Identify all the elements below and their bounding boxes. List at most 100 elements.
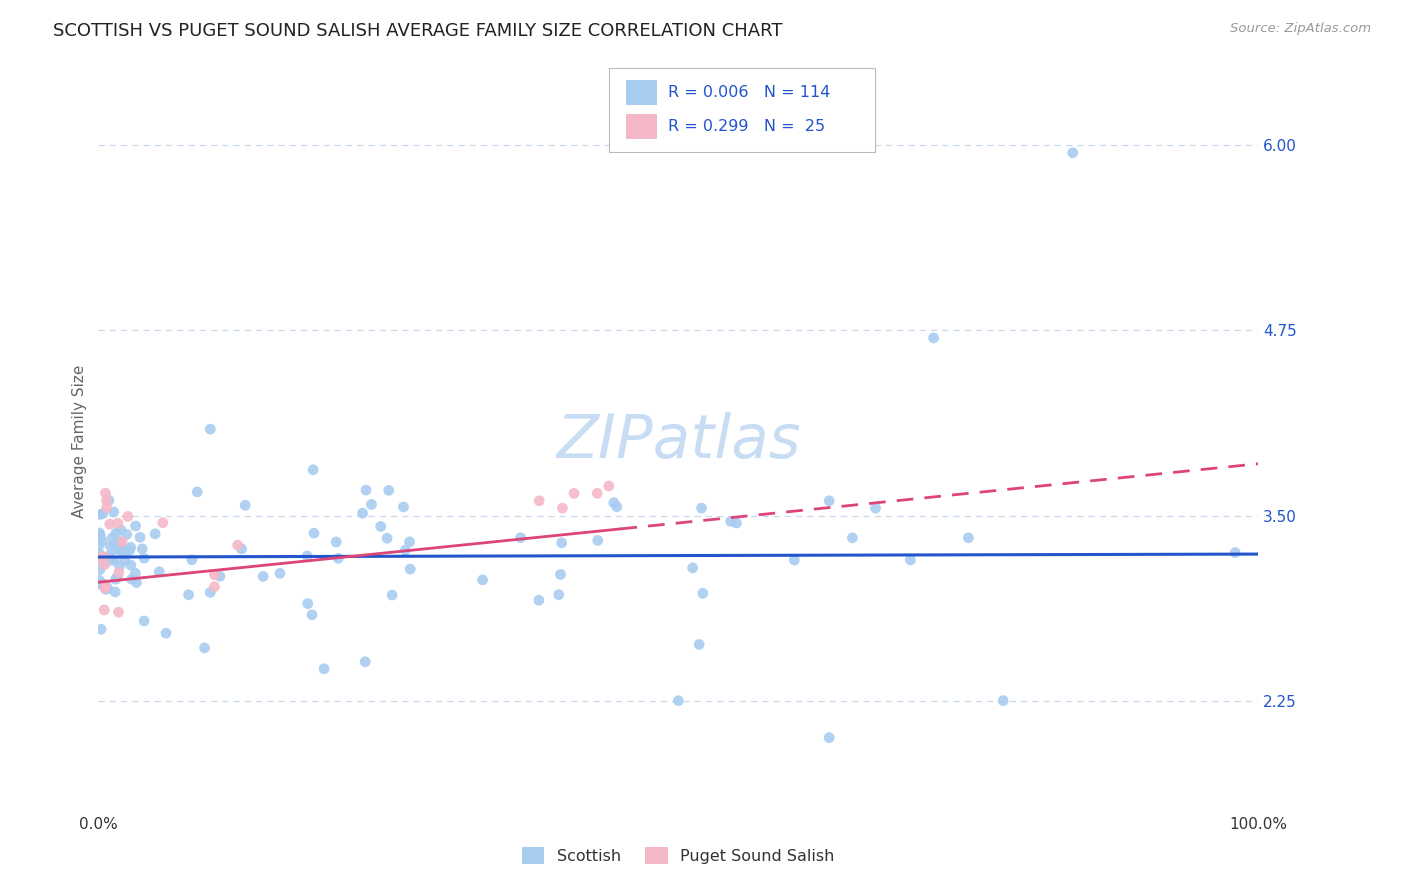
Point — [841, 531, 863, 545]
Point — [104, 538, 127, 552]
Point — [120, 558, 142, 573]
Point — [1223, 546, 1247, 560]
Point — [97, 582, 120, 596]
Point — [107, 605, 129, 619]
Point — [381, 588, 404, 602]
Point — [101, 531, 124, 545]
Point — [91, 507, 114, 521]
Text: R = 0.299   N =  25: R = 0.299 N = 25 — [668, 120, 825, 134]
Point — [100, 539, 122, 553]
Point — [96, 493, 118, 508]
Point — [720, 515, 742, 529]
Point — [603, 496, 626, 510]
Point — [152, 516, 174, 530]
Point — [89, 574, 111, 588]
Point — [93, 550, 115, 565]
Point — [550, 567, 572, 582]
Point — [131, 541, 153, 556]
Text: R = 0.006   N = 114: R = 0.006 N = 114 — [668, 86, 830, 100]
Point — [562, 486, 585, 500]
Point — [692, 586, 714, 600]
Point — [104, 526, 127, 541]
Point — [392, 500, 415, 514]
Point — [143, 527, 166, 541]
Point — [586, 486, 609, 500]
Point — [132, 614, 155, 628]
Point — [94, 579, 117, 593]
Point — [90, 551, 112, 566]
Point — [352, 506, 374, 520]
Point — [90, 577, 112, 591]
Point — [110, 523, 132, 537]
Point — [103, 553, 125, 567]
Point — [682, 561, 704, 575]
Point — [89, 528, 111, 542]
Point — [114, 547, 136, 561]
Point — [328, 551, 350, 566]
Point — [104, 585, 127, 599]
Text: ZIPatlas: ZIPatlas — [557, 412, 800, 471]
Point — [110, 534, 132, 549]
Point — [1062, 145, 1084, 160]
Point — [325, 535, 347, 549]
Text: SCOTTISH VS PUGET SOUND SALISH AVERAGE FAMILY SIZE CORRELATION CHART: SCOTTISH VS PUGET SOUND SALISH AVERAGE F… — [53, 22, 783, 40]
Point — [354, 655, 377, 669]
Point — [98, 517, 121, 532]
Point — [226, 538, 249, 552]
Point — [91, 553, 114, 567]
Point — [398, 535, 420, 549]
Point — [115, 527, 138, 541]
Point — [394, 543, 416, 558]
Point — [90, 550, 112, 565]
Point — [360, 497, 382, 511]
Point — [547, 588, 569, 602]
Point — [89, 576, 111, 591]
Point — [551, 501, 574, 516]
Point — [375, 531, 398, 545]
Point — [297, 597, 319, 611]
Point — [295, 549, 318, 563]
Legend: Scottish, Puget Sound Salish: Scottish, Puget Sound Salish — [516, 841, 841, 871]
Point — [96, 500, 118, 515]
Point — [121, 572, 143, 586]
Point — [93, 603, 115, 617]
Point — [97, 493, 120, 508]
Point — [186, 484, 208, 499]
Point — [94, 552, 117, 566]
Point — [89, 547, 111, 561]
Point — [302, 463, 325, 477]
Point — [301, 607, 323, 622]
Point — [93, 558, 115, 572]
Point — [204, 567, 226, 582]
Point — [110, 544, 132, 558]
Point — [993, 694, 1015, 708]
Point — [148, 565, 170, 579]
Point — [134, 551, 156, 566]
Point — [108, 558, 131, 573]
Point — [90, 551, 112, 566]
Point — [89, 538, 111, 552]
Point — [98, 549, 121, 563]
Point — [900, 553, 922, 567]
Point — [105, 542, 128, 557]
Point — [471, 573, 494, 587]
Point — [725, 516, 748, 530]
Point — [120, 541, 142, 555]
Point — [177, 588, 200, 602]
Point — [111, 541, 134, 556]
Point — [124, 519, 146, 533]
Point — [269, 566, 291, 581]
Point — [89, 508, 111, 522]
Point — [97, 553, 120, 567]
Point — [509, 531, 531, 545]
Point — [370, 519, 392, 533]
Point — [94, 581, 117, 595]
Point — [193, 640, 215, 655]
Point — [90, 552, 112, 566]
Point — [200, 585, 222, 599]
Point — [688, 637, 710, 651]
Point — [200, 422, 222, 436]
Point — [354, 483, 377, 497]
Point — [231, 541, 253, 556]
Point — [252, 569, 274, 583]
